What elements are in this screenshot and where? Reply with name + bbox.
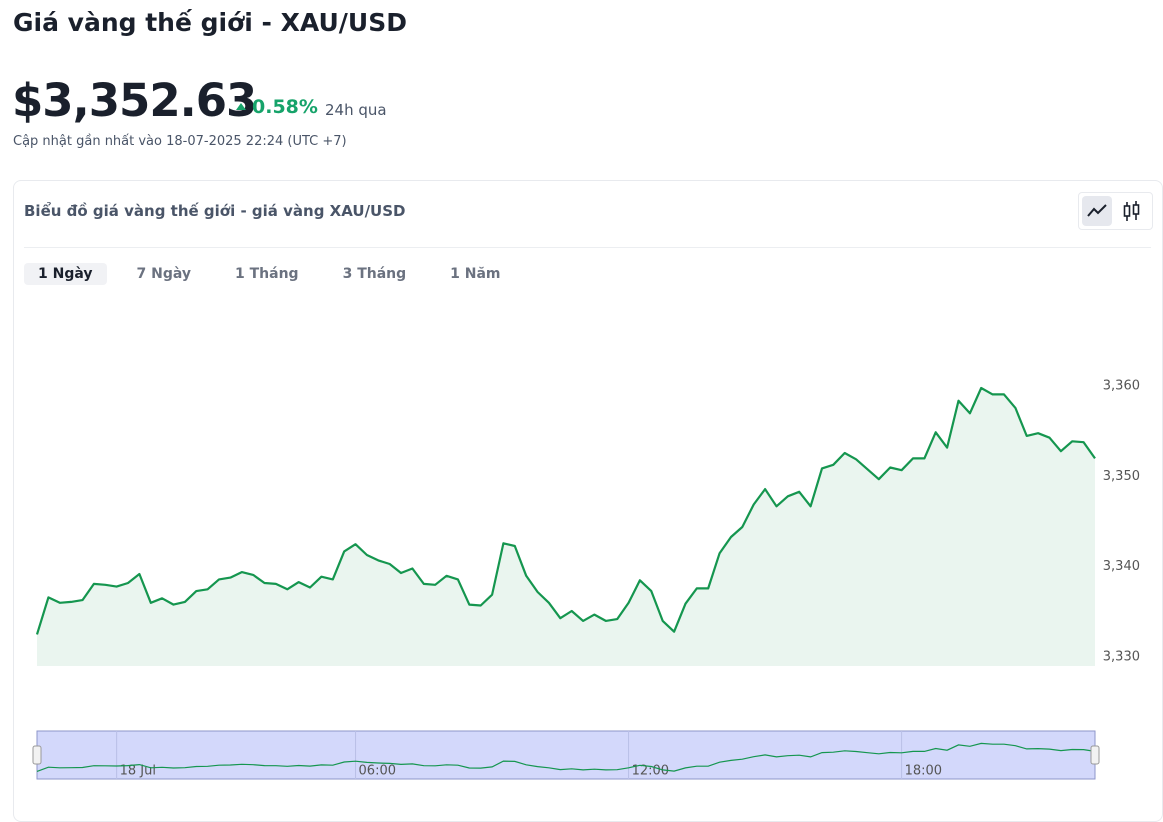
navigator-handle[interactable] xyxy=(32,745,42,765)
price-change: 0.58% xyxy=(236,96,318,118)
y-tick-label: 3,350 xyxy=(1103,469,1140,484)
line-icon xyxy=(1087,204,1107,217)
card-title: Biểu đồ giá vàng thế giới - giá vàng XAU… xyxy=(24,202,406,220)
chart-type-icons xyxy=(1082,196,1140,226)
navigator-tick-label: 18:00 xyxy=(905,764,942,779)
navigator-handle[interactable] xyxy=(1090,745,1100,765)
separator xyxy=(24,247,1151,248)
range-tab[interactable]: 7 Ngày xyxy=(136,266,192,282)
navigator-line xyxy=(36,742,1096,772)
y-tick-label: 3,330 xyxy=(1103,649,1140,664)
navigator-tick-label: 06:00 xyxy=(359,764,396,779)
range-tabs: 1 Ngày 7 Ngày 1 Tháng 3 Tháng 1 Năm xyxy=(24,263,531,285)
change-period: 24h qua xyxy=(325,101,387,119)
updated-time: Cập nhật gần nhất vào 18-07-2025 22:24 (… xyxy=(13,134,347,149)
candle-chart-button[interactable] xyxy=(1123,201,1140,221)
range-tab[interactable]: 1 Năm xyxy=(450,266,501,282)
chart-type-switch xyxy=(1078,192,1153,230)
range-tab[interactable]: 1 Ngày xyxy=(24,263,107,285)
price-line xyxy=(35,386,1096,635)
y-tick-label: 3,340 xyxy=(1103,559,1140,574)
page: Giá vàng thế giới - XAU/USD $3,352.63 0.… xyxy=(0,0,1163,801)
range-tab[interactable]: 3 Tháng xyxy=(342,266,407,282)
page-title: Giá vàng thế giới - XAU/USD xyxy=(13,8,407,37)
range-tab[interactable]: 1 Tháng xyxy=(235,266,299,282)
price-line-fill xyxy=(37,388,1095,666)
price: $3,352.63 xyxy=(12,74,257,127)
y-tick-label: 3,360 xyxy=(1103,379,1140,394)
navigator-tick-label: 12:00 xyxy=(632,764,669,779)
